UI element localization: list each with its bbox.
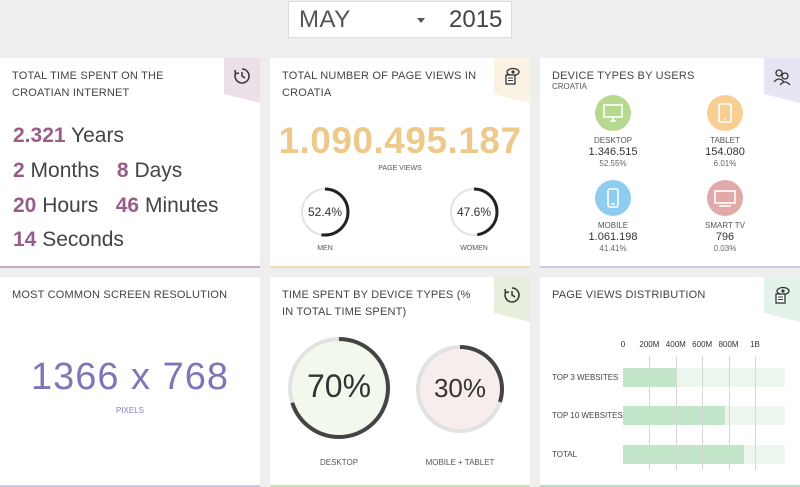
resolution-value: 1366 x 768 xyxy=(30,356,230,398)
device-desktop: DESKTOP 1.346.515 52.55% xyxy=(568,95,658,168)
desktop-circle xyxy=(595,95,631,131)
eye-document-icon xyxy=(505,67,520,85)
desktop-icon xyxy=(603,104,623,122)
page-views-total: 1.090.495.187 xyxy=(278,120,522,161)
mobile-icon xyxy=(607,188,619,208)
tablet-icon xyxy=(718,103,732,123)
card-title: PAGE VIEWS DISTRIBUTION xyxy=(552,289,706,301)
device-mobile: MOBILE 1.061.198 41.41% xyxy=(568,180,658,253)
device-tablet: TABLET 154.080 6.01% xyxy=(680,95,770,168)
desktop-ring xyxy=(288,337,390,439)
device-name: TABLET xyxy=(710,136,740,145)
resolution-unit: PIXELS xyxy=(115,406,144,415)
corner-badge xyxy=(764,277,800,322)
mobile-time-percent: 30% xyxy=(433,373,487,403)
card-title: TOTAL TIME SPENT ON THE CROATIAN INTERNE… xyxy=(12,70,164,99)
resolution-card: MOST COMMON SCREEN RESOLUTION xyxy=(0,277,260,487)
device-name: SMART TV xyxy=(704,221,745,230)
seconds-line: 14 Seconds xyxy=(13,228,124,251)
eye-document-icon xyxy=(775,286,790,304)
desktop-time-percent: 70% xyxy=(306,368,372,404)
card-accent-line xyxy=(540,266,800,268)
bar xyxy=(623,445,745,464)
card-accent-line xyxy=(540,485,800,487)
corner-badge xyxy=(764,58,800,103)
x-tick-label: 400M xyxy=(665,340,686,349)
women-ring xyxy=(449,187,499,237)
card-accent-line xyxy=(270,266,530,268)
x-tick-label: 200M xyxy=(639,340,660,349)
time-spent-card: TOTAL TIME SPENT ON THE CROATIAN INTERNE… xyxy=(0,58,260,268)
device-percent: 6.01% xyxy=(713,159,737,168)
corner-badge xyxy=(494,277,530,322)
mobile-time-label: MOBILE + TABLET xyxy=(425,458,495,467)
page-views-label: PAGE VIEWS xyxy=(378,165,422,172)
card-title: MOST COMMON SCREEN RESOLUTION xyxy=(12,289,228,301)
mobile-circle xyxy=(595,180,631,216)
device-count: 154.080 xyxy=(705,146,745,158)
device-percent: 41.41% xyxy=(599,244,627,253)
years-line: 2.321 Years xyxy=(13,124,124,147)
desktop-time-label: DESKTOP xyxy=(319,458,359,467)
device-smart-tv: SMART TV 796 0.03% xyxy=(680,180,770,253)
device-count: 1.346.515 xyxy=(588,146,638,158)
months-days-line: 2 Months 8 Days xyxy=(13,159,183,182)
year-select[interactable]: 2015 xyxy=(449,6,503,33)
men-percent: 52.4% xyxy=(307,205,343,219)
tv-circle xyxy=(707,180,743,216)
device-name: MOBILE xyxy=(597,221,629,230)
device-count: 1.061.198 xyxy=(588,231,638,243)
month-select[interactable]: MAY xyxy=(299,6,351,33)
card-accent-line xyxy=(0,485,260,487)
users-icon xyxy=(773,69,791,86)
card-title: TOTAL NUMBER OF PAGE VIEWS IN CROATIA xyxy=(282,70,477,99)
corner-badge xyxy=(494,58,530,103)
device-name: DESKTOP xyxy=(593,136,633,145)
women-label: WOMEN xyxy=(460,245,488,252)
bar-category-label: TOP 10 WEBSITES xyxy=(552,411,623,420)
women-percent: 47.6% xyxy=(456,205,492,219)
clock-icon xyxy=(504,287,520,303)
clock-icon xyxy=(234,68,250,84)
card-subtitle: CROATIA xyxy=(552,82,587,91)
men-label: MEN xyxy=(317,245,333,252)
date-selector[interactable]: MAY 2015 xyxy=(288,1,512,38)
grid-line xyxy=(702,356,704,470)
bar-track xyxy=(623,445,785,464)
bar-category-label: TOTAL xyxy=(552,450,578,459)
x-tick-label: 0 xyxy=(620,340,626,349)
bar xyxy=(623,406,725,425)
card-title: DEVICE TYPES BY USERS xyxy=(552,70,695,82)
bar-track xyxy=(623,406,785,425)
men-ring xyxy=(300,187,350,237)
card-accent-line xyxy=(0,266,260,268)
hours-minutes-line: 20 Hours 46 Minutes xyxy=(13,194,219,217)
x-tick-label: 800M xyxy=(718,340,739,349)
mobile-ring xyxy=(416,345,504,433)
card-title: TIME SPENT BY DEVICE TYPES (% IN TOTAL T… xyxy=(282,289,471,318)
grid-line xyxy=(649,356,651,470)
device-percent: 52.55% xyxy=(599,159,627,168)
card-accent-line xyxy=(270,485,530,487)
device-percent: 0.03% xyxy=(713,244,737,253)
device-count: 796 xyxy=(715,231,735,243)
tv-icon xyxy=(714,190,736,207)
grid-line xyxy=(755,356,756,470)
corner-badge xyxy=(224,58,260,103)
tablet-circle xyxy=(707,95,743,131)
grid-line xyxy=(728,356,730,470)
chevron-down-icon[interactable] xyxy=(417,18,425,23)
bar-track xyxy=(623,368,785,387)
device-types-card: DEVICE TYPES BY USERS xyxy=(540,58,800,268)
bar-category-label: TOP 3 WEBSITES xyxy=(552,373,619,382)
x-tick-label: 600M xyxy=(692,340,713,349)
grid-line xyxy=(675,356,677,470)
x-tick-label: 1B xyxy=(750,340,760,349)
